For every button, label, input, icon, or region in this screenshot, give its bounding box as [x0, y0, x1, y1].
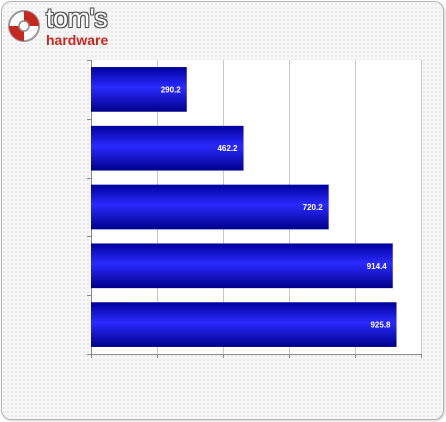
bar-value-label: 914.4: [367, 262, 388, 271]
axes: [87, 60, 422, 358]
bar-value-label: 290.2: [161, 85, 182, 94]
bar: [91, 67, 187, 112]
bar: [91, 184, 329, 230]
logo-emblem-icon: [8, 10, 40, 42]
bar: [91, 243, 393, 289]
bar-value-label: 720.2: [303, 203, 324, 212]
logo-wordmark-hardware: hardware: [46, 32, 109, 48]
logo-wordmark-toms: tom's: [46, 3, 108, 33]
bar: [91, 302, 397, 347]
bar-value-label: 462.2: [217, 144, 238, 153]
bars: 290.2 462.2 720.2 914.4 925.8: [91, 67, 397, 347]
toms-hardware-logo: tom's hardware: [4, 4, 112, 50]
bar: [91, 125, 244, 171]
bar-value-label: 925.8: [370, 321, 391, 330]
